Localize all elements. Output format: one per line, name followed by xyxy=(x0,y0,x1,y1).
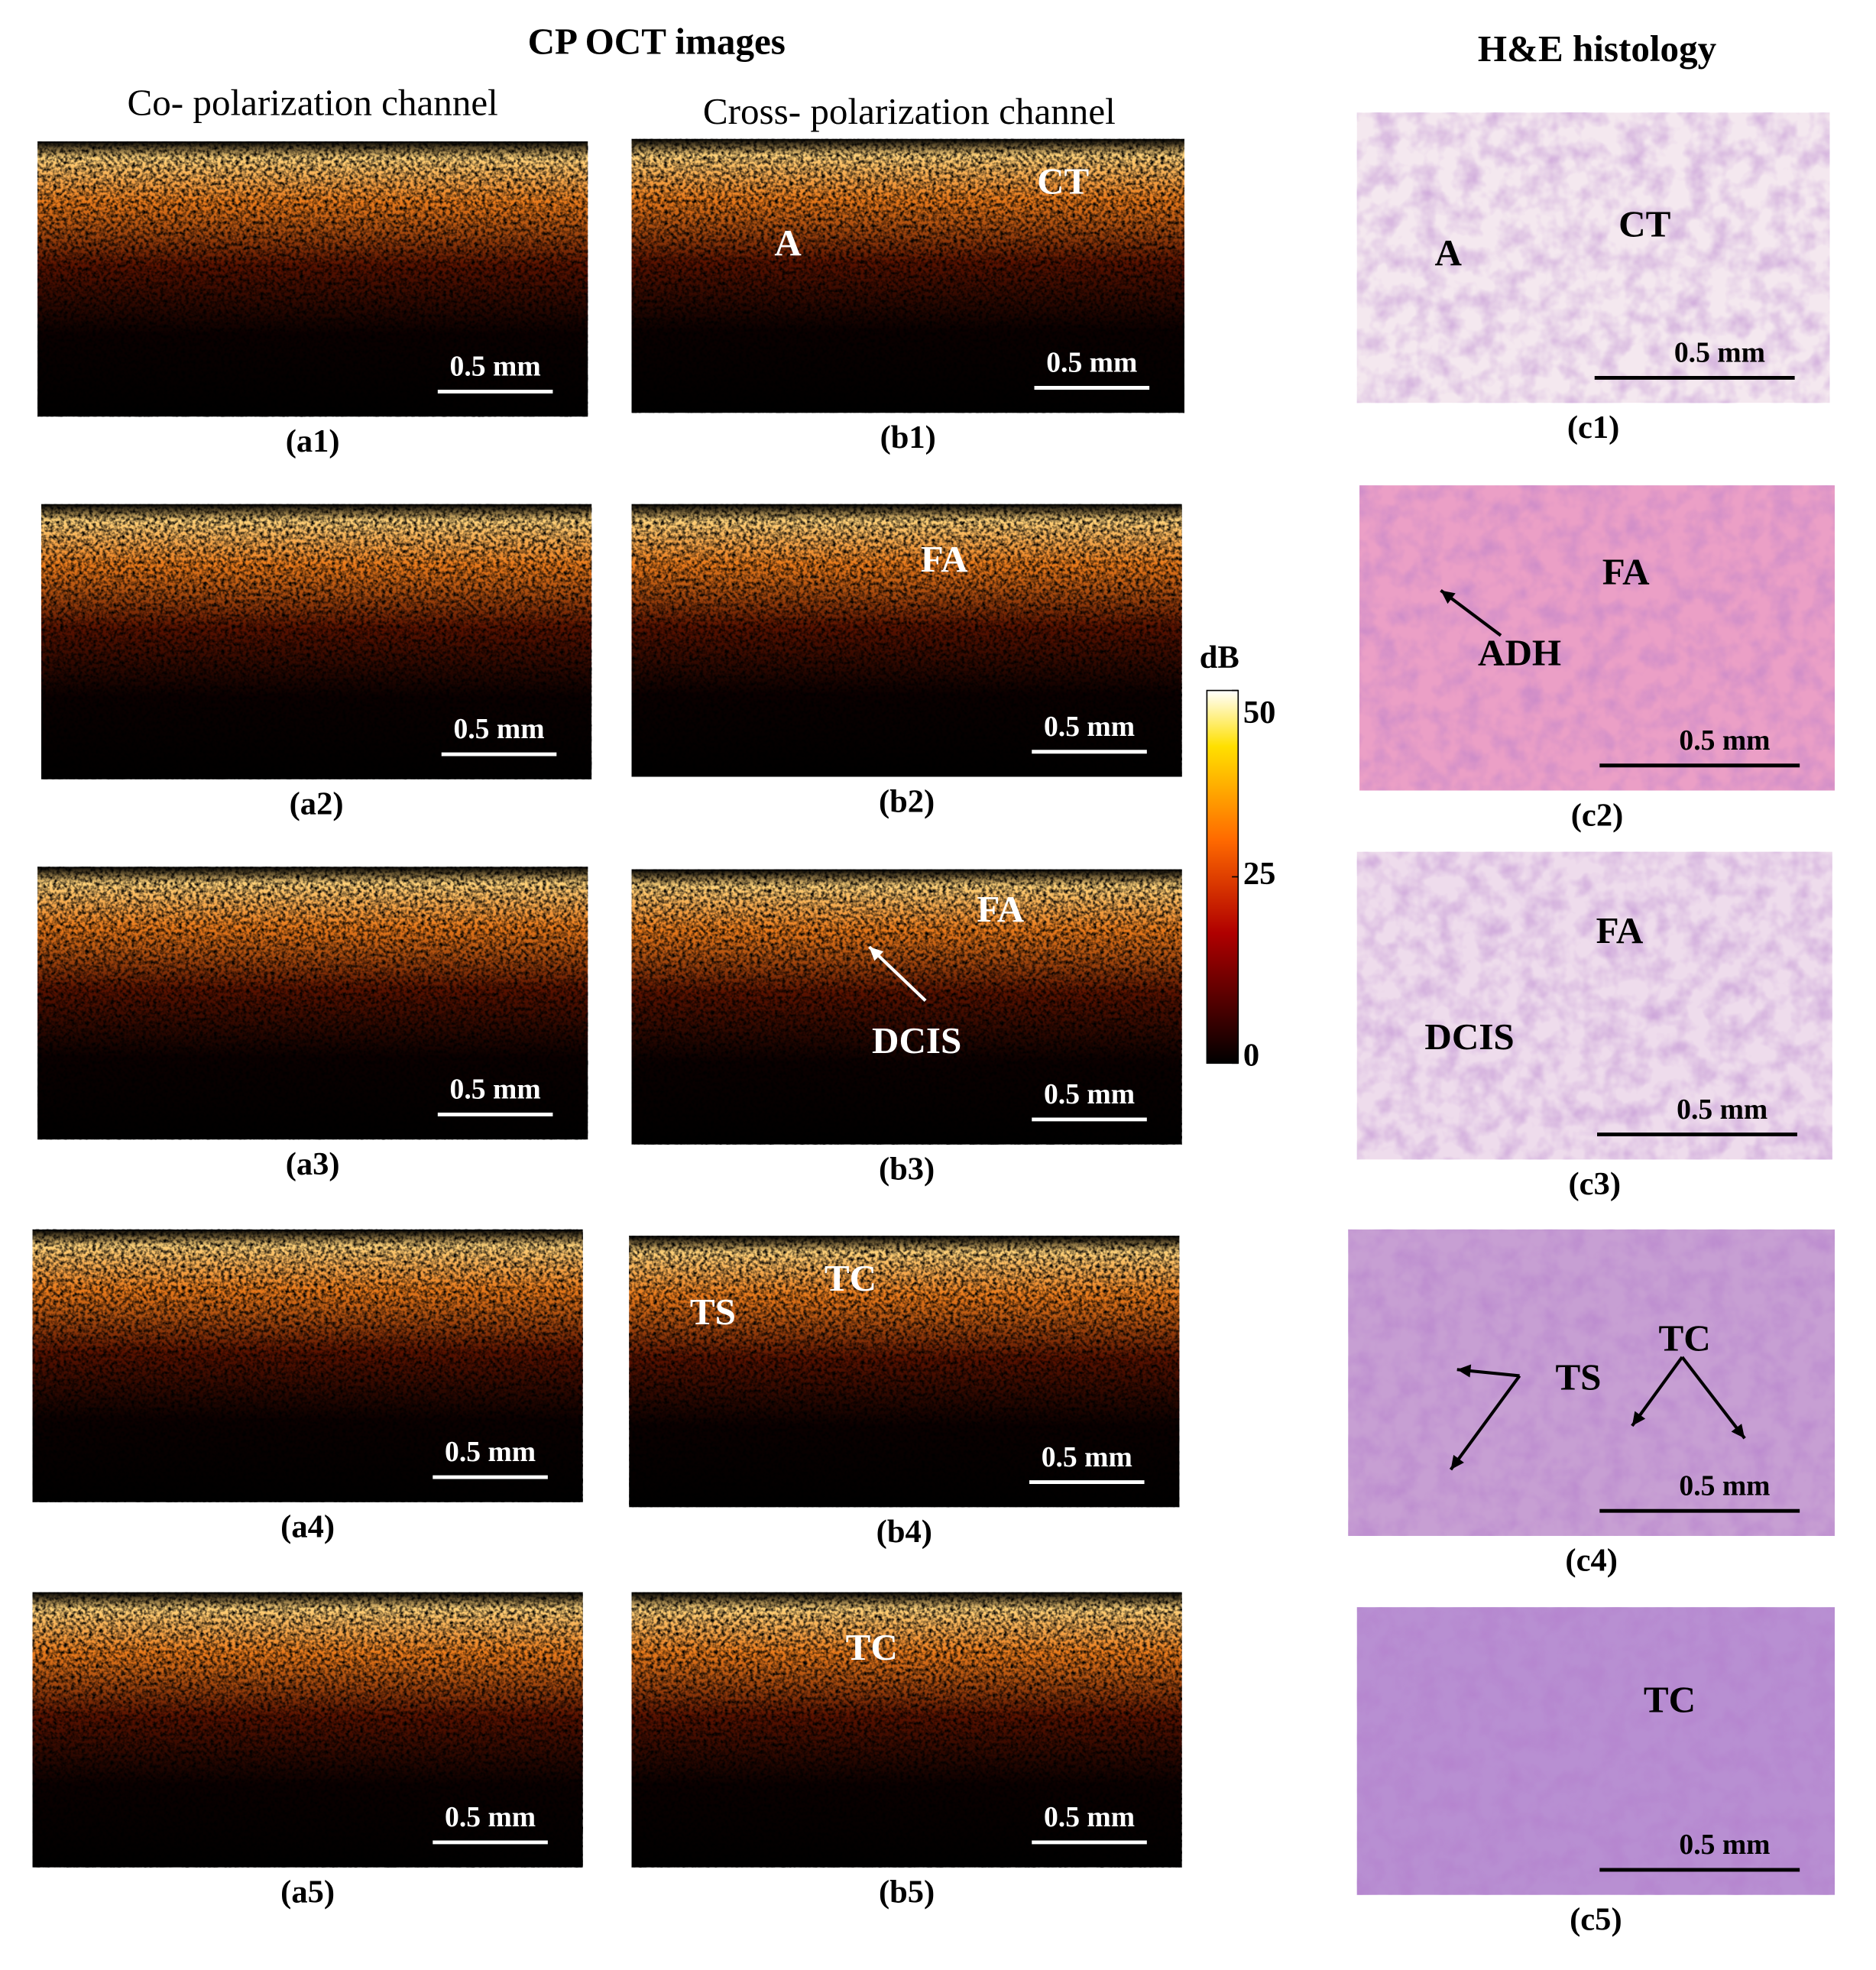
scale-bar-label: 0.5 mm xyxy=(1679,1469,1770,1502)
annotation: A xyxy=(1435,232,1463,274)
annotation: TC xyxy=(1644,1679,1696,1721)
channel-header: Cross- polarization channel xyxy=(703,90,1116,132)
colorbar-tick-label: 50 xyxy=(1243,695,1276,731)
arrow-head xyxy=(1631,1411,1646,1426)
panel-label: (a5) xyxy=(280,1874,335,1910)
annotation: DCIS xyxy=(1424,1016,1514,1058)
scale-bar-label: 0.5 mm xyxy=(445,1801,536,1833)
annotation: FA xyxy=(1596,909,1644,951)
scale-bar-label: 0.5 mm xyxy=(1044,1801,1135,1833)
arrow-head xyxy=(1731,1424,1745,1439)
oct-speckle xyxy=(41,504,592,779)
panel-label: (c5) xyxy=(1570,1901,1622,1937)
arrow xyxy=(1631,1356,1683,1427)
histology-title: H&E histology xyxy=(1478,28,1717,70)
scale-bar-label: 0.5 mm xyxy=(1674,337,1765,369)
annotation: FA xyxy=(1602,550,1650,592)
panel-label: (c3) xyxy=(1569,1166,1622,1202)
oct-speckle xyxy=(631,1592,1182,1868)
histology-texture xyxy=(1348,1229,1835,1536)
scale-bar-label: 0.5 mm xyxy=(453,713,544,745)
scale-bar-label: 0.5 mm xyxy=(1677,1094,1767,1126)
panel-label: (b4) xyxy=(876,1514,932,1550)
annotation: TS xyxy=(690,1291,736,1333)
annotation: TC xyxy=(1658,1317,1710,1359)
annotation: DCIS xyxy=(872,1019,961,1061)
oct-speckle xyxy=(32,1592,583,1868)
annotation: TS xyxy=(1555,1356,1601,1398)
oct-title: CP OCT images xyxy=(528,20,786,62)
panel-label: (b5) xyxy=(879,1874,935,1910)
oct-speckle xyxy=(631,138,1184,413)
arrow xyxy=(1449,1375,1521,1471)
scale-bar-label: 0.5 mm xyxy=(450,1074,541,1106)
colorbar-label: dB xyxy=(1200,640,1239,676)
panel-label: (c1) xyxy=(1567,410,1620,446)
panel-label: (b3) xyxy=(879,1151,935,1187)
scale-bar-label: 0.5 mm xyxy=(445,1436,536,1468)
panel-label: (c2) xyxy=(1571,797,1624,833)
annotation: CT xyxy=(1618,203,1670,245)
histology-texture xyxy=(1359,485,1835,791)
arrow-head xyxy=(1450,1454,1464,1470)
scale-bar-label: 0.5 mm xyxy=(1046,347,1137,379)
arrow-head xyxy=(869,947,884,961)
oct-speckle xyxy=(32,1229,583,1502)
oct-speckle xyxy=(37,141,588,417)
annotation: TC xyxy=(825,1257,876,1299)
annotation: ADH xyxy=(1478,632,1561,674)
scale-bar-label: 0.5 mm xyxy=(1044,711,1135,743)
histology-texture xyxy=(1356,851,1832,1160)
annotation: A xyxy=(774,222,802,264)
colorbar-tick-label: 25 xyxy=(1243,856,1276,892)
panel-label: (a1) xyxy=(286,423,340,459)
panel-label: (a2) xyxy=(290,786,344,822)
panel-label: (b1) xyxy=(880,420,936,455)
colorbar-tick-label: 0 xyxy=(1243,1038,1259,1074)
arrow-head xyxy=(1456,1364,1472,1378)
scale-bar-label: 0.5 mm xyxy=(1679,1829,1770,1861)
oct-speckle xyxy=(631,869,1182,1145)
annotation: CT xyxy=(1037,160,1089,203)
scale-bar-label: 0.5 mm xyxy=(1042,1441,1132,1473)
scale-bar-label: 0.5 mm xyxy=(1679,724,1770,757)
channel-header: Co- polarization channel xyxy=(128,82,498,124)
annotation: TC xyxy=(846,1626,898,1668)
oct-speckle xyxy=(37,867,588,1140)
oct-speckle xyxy=(631,504,1182,777)
panel-label: (c4) xyxy=(1565,1543,1618,1579)
scale-bar-label: 0.5 mm xyxy=(450,351,541,383)
oct-speckle xyxy=(629,1236,1180,1508)
histology-texture xyxy=(1356,1607,1835,1895)
scale-bar-label: 0.5 mm xyxy=(1044,1078,1135,1110)
arrow-head xyxy=(1440,590,1456,604)
annotation: FA xyxy=(921,538,968,580)
annotation: FA xyxy=(977,888,1024,930)
panel-label: (b2) xyxy=(879,783,935,819)
arrow xyxy=(1680,1356,1746,1440)
panel-label: (a3) xyxy=(286,1146,340,1182)
panel-label: (a4) xyxy=(280,1509,335,1545)
histology-texture xyxy=(1356,112,1830,403)
